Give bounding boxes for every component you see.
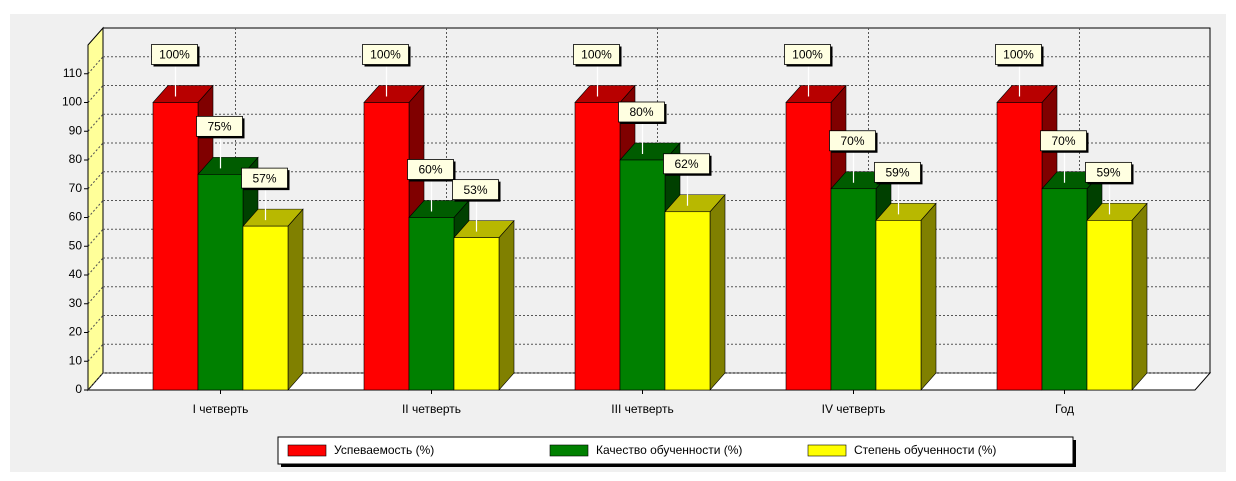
bar <box>785 102 832 391</box>
bar-side <box>709 193 726 391</box>
legend-label: Степень обученности (%) <box>854 443 996 457</box>
bar <box>574 102 621 391</box>
bar <box>363 102 410 391</box>
data-label: 80% <box>629 105 653 119</box>
label-box <box>241 167 288 189</box>
bar-3d <box>242 208 304 391</box>
data-label: 59% <box>885 166 909 180</box>
label-box <box>1085 161 1132 183</box>
legend-swatch <box>287 444 327 457</box>
label-box <box>151 44 198 65</box>
bar-3d <box>664 193 726 391</box>
data-label: 100% <box>581 48 612 62</box>
bar-side <box>1131 202 1148 391</box>
data-label: 70% <box>840 134 864 148</box>
label-box <box>362 44 409 65</box>
bar-3d <box>875 202 937 391</box>
legend-label: Успеваемость (%) <box>334 443 434 457</box>
bar <box>619 159 666 391</box>
label-box <box>452 179 499 201</box>
y-tick-label: 40 <box>69 267 83 281</box>
data-label: 59% <box>1096 166 1120 180</box>
label-box <box>573 44 620 65</box>
label-box <box>663 153 710 175</box>
x-tick-label: Год <box>1055 402 1074 416</box>
legend-swatch <box>549 444 589 457</box>
y-tick-label: 10 <box>69 353 83 367</box>
bar-3d <box>453 219 515 391</box>
label-box <box>829 130 876 152</box>
y-tick-label: 100 <box>62 95 82 109</box>
label-box <box>874 161 921 183</box>
left-wall <box>87 26 104 392</box>
bar <box>1041 188 1088 391</box>
data-label: 100% <box>792 48 823 62</box>
x-tick-label: III четверть <box>611 402 673 416</box>
legend-swatch <box>807 444 847 457</box>
y-tick-label: 110 <box>63 66 82 80</box>
y-tick-label: 90 <box>69 123 83 137</box>
label-box <box>784 44 831 65</box>
data-label: 70% <box>1051 134 1075 148</box>
bar <box>408 217 455 391</box>
data-label: 100% <box>370 48 401 62</box>
data-label: 100% <box>159 48 190 62</box>
label-box <box>196 115 243 137</box>
label-box <box>995 44 1042 65</box>
bar <box>242 225 289 391</box>
bar <box>875 220 922 391</box>
bar-side <box>920 202 937 391</box>
y-tick-label: 30 <box>69 296 83 310</box>
bar <box>152 102 199 391</box>
legend <box>277 436 1074 465</box>
data-label: 100% <box>1003 48 1034 62</box>
data-label: 62% <box>674 157 698 171</box>
bar <box>197 174 244 391</box>
bar <box>453 237 500 391</box>
data-label: 60% <box>418 163 442 177</box>
y-tick-label: 0 <box>75 382 82 396</box>
data-label: 75% <box>207 120 231 134</box>
label-box <box>407 159 454 180</box>
bar-side <box>287 208 304 391</box>
y-tick-label: 80 <box>69 152 83 166</box>
x-tick-label: IV четверть <box>822 402 886 416</box>
label-box <box>618 101 665 123</box>
x-tick-label: I четверть <box>193 402 249 416</box>
bar-side <box>498 219 515 391</box>
bar <box>830 188 877 391</box>
y-tick-label: 20 <box>69 325 83 339</box>
bar-3d <box>1086 202 1148 391</box>
y-tick-label: 70 <box>69 181 83 195</box>
x-tick-label: II четверть <box>402 402 461 416</box>
label-box <box>1040 130 1087 152</box>
y-tick-label: 50 <box>69 238 83 252</box>
bar <box>996 102 1043 391</box>
y-tick-label: 60 <box>69 210 83 224</box>
data-label: 57% <box>252 171 276 185</box>
bar <box>1086 220 1133 391</box>
bar <box>664 211 711 391</box>
data-label: 53% <box>463 183 487 197</box>
legend-label: Качество обученности (%) <box>596 443 742 457</box>
